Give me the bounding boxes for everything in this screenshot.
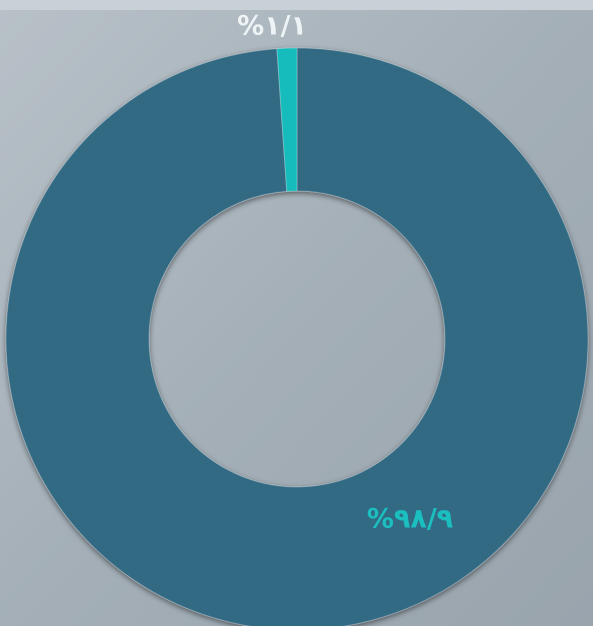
- data-label: %۹۸/۹: [367, 504, 453, 535]
- donut-slice: [276, 47, 298, 192]
- donut: [5, 47, 589, 626]
- data-label: %۱/۱: [237, 11, 307, 42]
- top-strip: [0, 0, 593, 10]
- donut-slice: [5, 47, 589, 626]
